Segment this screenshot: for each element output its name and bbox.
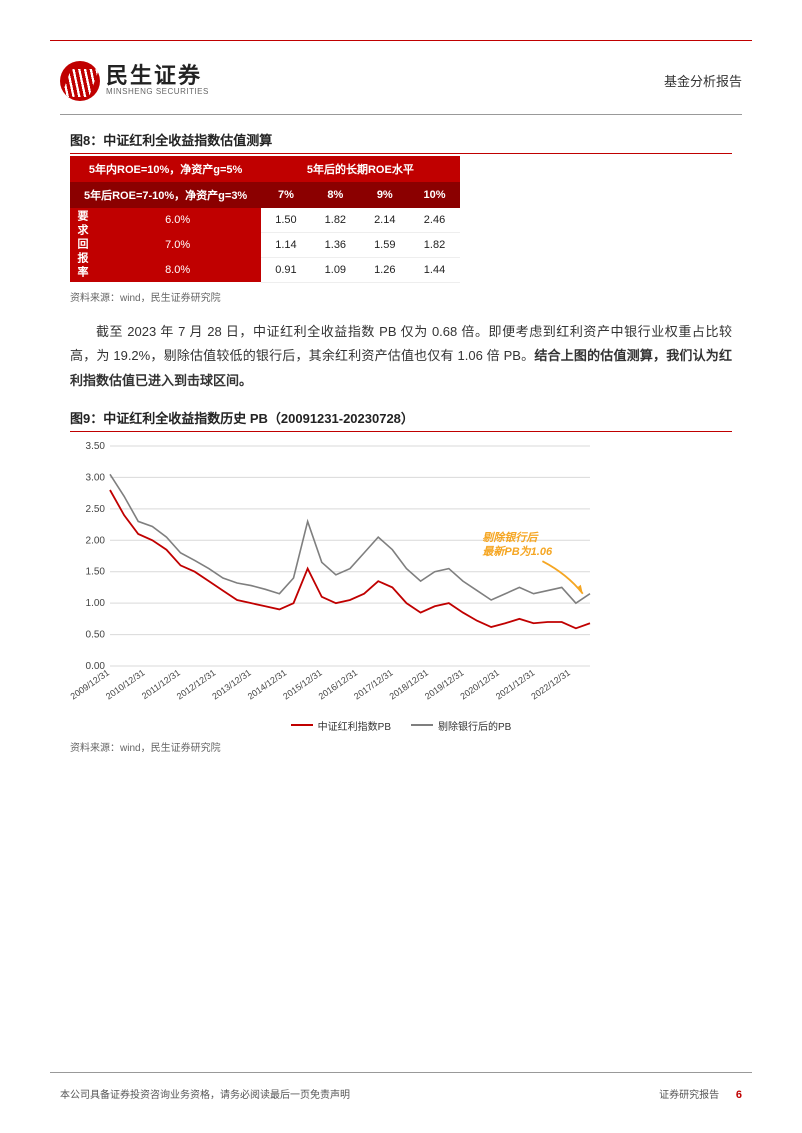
figure8-source: 资料来源：wind，民生证券研究院	[70, 289, 732, 304]
table-cell: 1.50	[261, 208, 310, 232]
svg-text:2014/12/31: 2014/12/31	[246, 667, 289, 701]
table-cell: 1.82	[409, 232, 459, 257]
table-cell: 1.82	[311, 208, 360, 232]
table-cell: 1.14	[261, 232, 310, 257]
body-paragraph: 截至 2023 年 7 月 28 日，中证红利全收益指数 PB 仅为 0.68 …	[70, 320, 732, 394]
table-cell: 1.26	[360, 257, 409, 282]
table-header-right: 5年后的长期ROE水平	[261, 156, 459, 182]
svg-text:3.50: 3.50	[86, 441, 106, 452]
svg-text:1.00: 1.00	[86, 598, 106, 609]
legend-swatch-icon	[411, 724, 433, 726]
table-cell: 2.46	[409, 208, 459, 232]
table-cell: 1.44	[409, 257, 459, 282]
logo-text-en: MINSHENG SECURITIES	[106, 88, 209, 97]
svg-text:2019/12/31: 2019/12/31	[423, 667, 466, 701]
footer-right: 证券研究报告 6	[659, 1086, 742, 1101]
table-subheader: 5年后ROE=7-10%，净资产g=3%	[70, 182, 261, 208]
svg-text:2012/12/31: 2012/12/31	[175, 667, 218, 701]
svg-text:2018/12/31: 2018/12/31	[388, 667, 431, 701]
col-header: 9%	[360, 182, 409, 208]
table-header-left: 5年内ROE=10%，净资产g=5%	[70, 156, 261, 182]
legend-item-2: 剔除银行后的PB	[411, 718, 511, 733]
svg-text:2.00: 2.00	[86, 535, 106, 546]
row-pct: 7.0%	[94, 232, 261, 257]
footer-report-label: 证券研究报告	[659, 1090, 719, 1101]
col-header: 7%	[261, 182, 310, 208]
pb-history-chart: 0.000.501.001.502.002.503.003.502009/12/…	[70, 436, 610, 716]
table-cell: 0.91	[261, 257, 310, 282]
svg-text:2.50: 2.50	[86, 503, 106, 514]
svg-text:2015/12/31: 2015/12/31	[281, 667, 324, 701]
table-cell: 1.59	[360, 232, 409, 257]
figure8-title: 图8：中证红利全收益指数估值测算	[70, 130, 732, 154]
svg-text:2021/12/31: 2021/12/31	[494, 667, 537, 701]
page-header: 民生证券 MINSHENG SECURITIES 基金分析报告	[60, 55, 742, 115]
valuation-table: 5年内ROE=10%，净资产g=5% 5年后的长期ROE水平 5年后ROE=7-…	[70, 156, 460, 283]
footer-disclaimer: 本公司具备证券投资咨询业务资格，请务必阅读最后一页免责声明	[60, 1086, 350, 1101]
legend-label: 剔除银行后的PB	[438, 718, 511, 733]
svg-text:2022/12/31: 2022/12/31	[529, 667, 572, 701]
legend-label: 中证红利指数PB	[318, 718, 391, 733]
figure9-title: 图9：中证红利全收益指数历史 PB（20091231-20230728）	[70, 408, 732, 432]
svg-text:3.00: 3.00	[86, 472, 106, 483]
svg-text:1.50: 1.50	[86, 566, 106, 577]
svg-text:剔除银行后: 剔除银行后	[482, 531, 539, 544]
page-number: 6	[736, 1089, 742, 1101]
logo-text-cn: 民生证券	[106, 64, 209, 88]
chart-legend: 中证红利指数PB 剔除银行后的PB	[70, 718, 732, 733]
svg-text:2020/12/31: 2020/12/31	[458, 667, 501, 701]
logo: 民生证券 MINSHENG SECURITIES	[60, 61, 209, 101]
logo-icon	[60, 61, 100, 101]
svg-text:最新PB为1.06: 最新PB为1.06	[482, 545, 553, 558]
report-type: 基金分析报告	[664, 71, 742, 90]
col-header: 10%	[409, 182, 459, 208]
svg-text:0.50: 0.50	[86, 629, 106, 640]
page-footer: 本公司具备证券投资咨询业务资格，请务必阅读最后一页免责声明 证券研究报告 6	[60, 1086, 742, 1101]
legend-item-1: 中证红利指数PB	[291, 718, 391, 733]
table-cell: 2.14	[360, 208, 409, 232]
svg-text:2016/12/31: 2016/12/31	[317, 667, 360, 701]
col-header: 8%	[311, 182, 360, 208]
svg-text:2013/12/31: 2013/12/31	[210, 667, 253, 701]
svg-text:2017/12/31: 2017/12/31	[352, 667, 395, 701]
row-pct: 8.0%	[94, 257, 261, 282]
table-cell: 1.36	[311, 232, 360, 257]
table-cell: 1.09	[311, 257, 360, 282]
legend-swatch-icon	[291, 724, 313, 726]
svg-text:2010/12/31: 2010/12/31	[104, 667, 147, 701]
row-group-label: 要求回报率	[70, 208, 94, 282]
figure9-source: 资料来源：wind，民生证券研究院	[70, 739, 732, 754]
row-pct: 6.0%	[94, 208, 261, 232]
